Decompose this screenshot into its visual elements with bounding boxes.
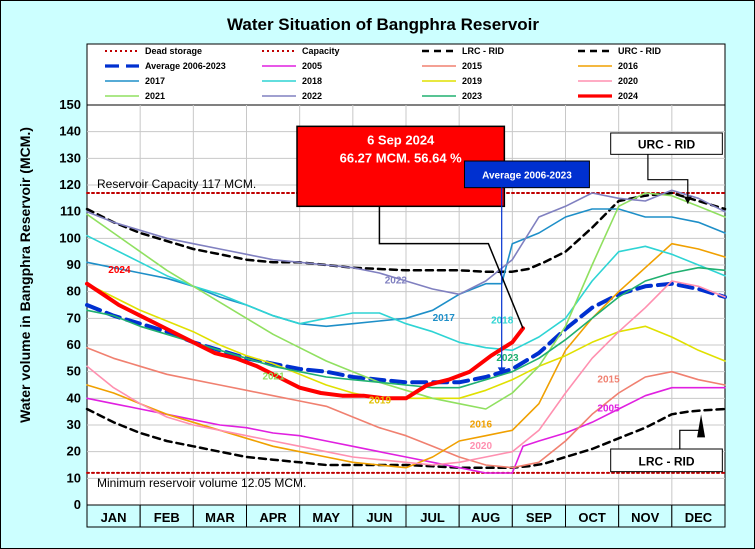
legend-label-2019: 2019 — [462, 76, 482, 86]
y-tick-label: 20 — [67, 444, 81, 459]
urc-box — [610, 132, 723, 155]
y-tick-label: 150 — [59, 97, 81, 112]
year-label-2020: 2020 — [470, 441, 493, 452]
x-tick-label: NOV — [631, 510, 660, 525]
y-tick-label: 80 — [67, 284, 81, 299]
legend: Dead storage Capacity LRC - RID URC - RID Av… — [86, 43, 726, 106]
legend-label-2018: 2018 — [302, 76, 322, 86]
year-label-2016: 2016 — [470, 420, 493, 431]
legend-label-lrc-rid: LRC - RID — [462, 46, 504, 56]
y-tick-label: 120 — [59, 177, 81, 192]
y-tick-label: 50 — [67, 364, 81, 379]
x-tick-label: MAR — [205, 510, 235, 525]
legend-label-2021: 2021 — [145, 91, 165, 101]
legend-label-urc-rid: URC - RID — [618, 46, 661, 56]
callout-value: 66.27 MCM. 56.64 % — [340, 150, 463, 165]
series-line-2020 — [86, 280, 726, 466]
series-line-2005 — [86, 386, 726, 474]
average-box-label: Average 2006-2023 — [482, 170, 572, 181]
series-line-lrc-rid — [85, 407, 727, 469]
year-label-2024: 2024 — [108, 265, 131, 276]
month-cell — [671, 504, 726, 528]
lrc-arrow-head — [697, 414, 706, 438]
legend-label-2016: 2016 — [618, 61, 638, 71]
legend-label-2024: 2024 — [618, 91, 638, 101]
x-tick-label: JAN — [101, 510, 127, 525]
x-tick-label: FEB — [154, 510, 180, 525]
year-label-2017: 2017 — [433, 313, 456, 324]
year-label-2021: 2021 — [262, 372, 285, 383]
y-tick-label: 110 — [60, 204, 81, 219]
year-label-2015: 2015 — [597, 374, 620, 385]
average-box — [463, 160, 590, 189]
y-tick-label: 70 — [67, 310, 81, 325]
legend-label-2015: 2015 — [462, 61, 482, 71]
series-line-urc-rid — [85, 191, 727, 273]
legend-label-average-2006-2023: Average 2006-2023 — [145, 61, 226, 71]
chart-title: Water Situation of Bangphra Reservoir — [227, 15, 539, 34]
series-line-2021 — [86, 192, 726, 410]
legend-label-2005: 2005 — [302, 61, 322, 71]
series-line-2022 — [86, 189, 726, 296]
x-tick-label: DEC — [685, 510, 713, 525]
legend-label-2023: 2023 — [462, 91, 482, 101]
year-label-2022: 2022 — [385, 276, 408, 287]
year-label-2005: 2005 — [597, 404, 620, 415]
minimum-volume-label: Minimum reservoir volume 12.05 MCM. — [97, 476, 306, 490]
y-tick-label: 10 — [67, 470, 81, 485]
y-tick-label: 140 — [59, 124, 81, 139]
lrc-box-label: LRC - RID — [639, 454, 695, 468]
callout-leader — [378, 206, 524, 329]
y-tick-label: 90 — [67, 257, 81, 272]
year-label-2023: 2023 — [496, 353, 519, 364]
y-tick-label: 0 — [74, 497, 81, 512]
y-tick-label: 40 — [67, 390, 81, 405]
x-tick-label: MAY — [312, 510, 340, 525]
series-line-2024 — [85, 281, 525, 401]
series-line-2015 — [86, 346, 726, 469]
y-tick-label: 60 — [67, 337, 81, 352]
lrc-box — [610, 448, 723, 473]
urc-arrow-head — [683, 196, 692, 204]
legend-label-2017: 2017 — [145, 76, 165, 86]
x-tick-label: JUN — [366, 510, 392, 525]
y-tick-label: 130 — [59, 150, 81, 165]
series-line-2016 — [86, 242, 726, 469]
urc-arrow-line — [647, 154, 689, 204]
year-label-2018: 2018 — [491, 316, 514, 327]
legend-box — [86, 43, 726, 106]
legend-label-capacity: Capacity — [302, 46, 340, 56]
y-axis-label: Water volume in Bangphra Reservoir (MCM.… — [17, 127, 33, 423]
y-tick-label: 100 — [59, 230, 81, 245]
capacity-label: Reservoir Capacity 117 MCM. — [97, 177, 256, 191]
legend-label-2022: 2022 — [302, 91, 322, 101]
legend-label-2020: 2020 — [618, 76, 638, 86]
x-tick-label: SEP — [526, 510, 552, 525]
average-arrow-head — [497, 367, 506, 375]
x-tick-label: APR — [259, 510, 287, 525]
x-tick-label: JUL — [420, 510, 445, 525]
x-tick-label: OCT — [578, 510, 606, 525]
lrc-arrow-line — [679, 429, 702, 449]
legend-label-dead-storage: Dead storage — [145, 46, 202, 56]
callout-date: 6 Sep 2024 — [367, 132, 435, 147]
x-tick-label: AUG — [471, 510, 500, 525]
plot-area: 0 10 20 30 40 50 60 70 80 90 100 110 120 130 140 150 JAN… — [59, 97, 727, 528]
y-tick-label: 30 — [67, 417, 81, 432]
year-label-2019: 2019 — [369, 396, 392, 407]
urc-box-label: URC - RID — [638, 138, 696, 152]
